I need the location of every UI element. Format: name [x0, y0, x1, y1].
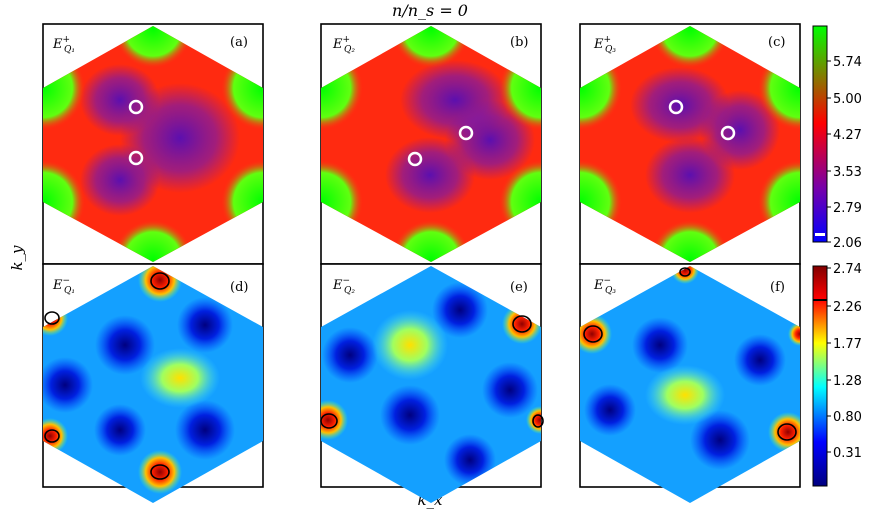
- panel-quantity: E+ Q₃: [593, 35, 616, 55]
- colorbar-tick: 1.28: [833, 374, 862, 389]
- colorbar-tick: 2.79: [833, 201, 862, 216]
- panel-a: E+ Q₁ (a): [42, 23, 264, 265]
- colorbar-tick: 2.06: [833, 236, 862, 251]
- y-axis-label: k_y: [8, 245, 26, 271]
- min-marker: [128, 150, 144, 166]
- panel-f: E− Q₃ (f): [579, 263, 801, 503]
- min-marker: [407, 151, 423, 167]
- min-marker: [128, 99, 144, 115]
- panel-c: E+ Q₃ (c): [579, 23, 801, 265]
- colorbar-marker: [815, 233, 825, 236]
- min-marker: [720, 125, 736, 141]
- panel-letter: (c): [768, 35, 785, 50]
- colorbar-tick: 0.80: [833, 410, 862, 425]
- colorbar-marker: [813, 299, 827, 301]
- colorbar-tick: 3.53: [833, 165, 862, 180]
- colorbar-top: 5.74 5.00 4.27 3.53 2.79 2.06: [812, 25, 862, 251]
- colorbar-tick: 2.74: [833, 262, 862, 277]
- figure-title: n/n_s = 0: [392, 1, 468, 20]
- colorbar-tick: 4.27: [833, 128, 862, 143]
- panel-quantity: E− Q₁: [52, 276, 75, 296]
- panel-quantity: E+ Q₁: [52, 35, 75, 55]
- panel-letter: (d): [230, 280, 248, 295]
- panel-quantity: E− Q₃: [593, 276, 616, 296]
- colorbar-tick: 2.26: [833, 300, 862, 315]
- panel-e: E− Q₂ (e): [320, 263, 544, 503]
- panel-letter: (a): [230, 35, 248, 50]
- min-marker: [668, 99, 684, 115]
- panel-b: E+ Q₂ (b): [320, 23, 542, 265]
- colorbar-tick: 5.74: [833, 55, 862, 70]
- panel-letter: (f): [770, 280, 785, 295]
- panel-d: E− Q₁ (d): [42, 263, 264, 503]
- panel-quantity: E+ Q₂: [332, 35, 355, 55]
- min-marker: [458, 125, 474, 141]
- panel-letter: (e): [510, 280, 528, 295]
- panel-quantity: E− Q₂: [332, 276, 355, 296]
- colorbar-tick: 0.31: [833, 446, 862, 461]
- panel-letter: (b): [510, 35, 528, 50]
- colorbar-bottom: 2.74 2.26 1.77 1.28 0.80 0.31: [812, 262, 862, 487]
- colorbar-tick: 5.00: [833, 92, 862, 107]
- colorbar-tick: 1.77: [833, 337, 862, 352]
